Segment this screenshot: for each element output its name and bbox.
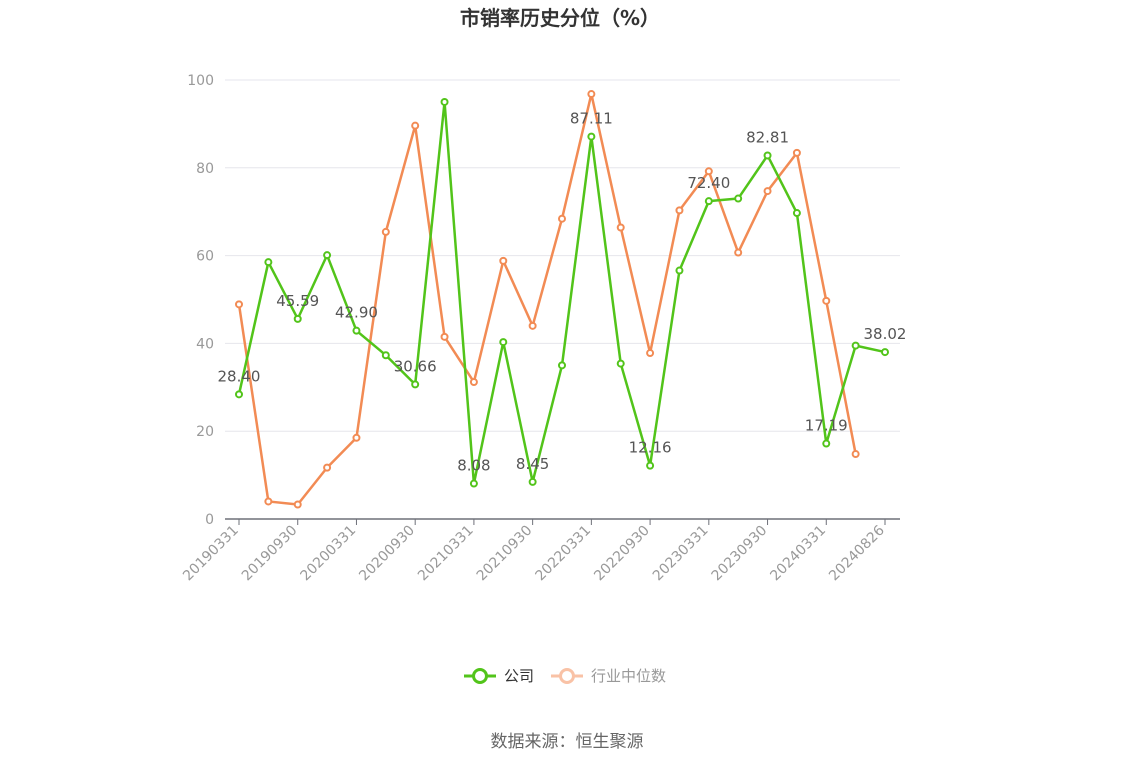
x-tick-label: 20200331 [298, 523, 360, 585]
point-company[interactable] [235, 390, 243, 399]
y-tick-label: 60 [196, 249, 214, 265]
legend: 公司 行业中位数 [464, 667, 666, 685]
point-industry[interactable] [558, 214, 566, 223]
legend-item-company[interactable]: 公司 [464, 667, 534, 685]
series-line-industry [237, 92, 857, 506]
point-industry[interactable] [646, 349, 655, 358]
point-industry[interactable] [293, 500, 302, 509]
data-label: 30.66 [394, 357, 437, 375]
point-company[interactable] [264, 258, 273, 267]
x-tick-label: 20200930 [356, 523, 418, 585]
point-company[interactable] [616, 359, 625, 368]
point-company[interactable] [822, 439, 831, 448]
data-label: 82.81 [746, 128, 789, 146]
data-label: 8.45 [516, 455, 549, 473]
x-tick-label: 20230930 [709, 523, 771, 585]
point-company[interactable] [440, 97, 449, 106]
point-industry[interactable] [411, 121, 420, 130]
point-company[interactable] [558, 361, 566, 370]
data-label: 42.90 [335, 304, 378, 322]
legend-company-marker [472, 668, 488, 684]
y-tick-label: 100 [187, 73, 214, 89]
x-axis: 2019033120190930202003312020093020210331… [180, 518, 900, 585]
data-label: 12.16 [629, 439, 672, 457]
point-company[interactable] [323, 251, 332, 260]
legend-company-label: 公司 [504, 667, 534, 685]
x-tick-label: 20240826 [826, 522, 888, 584]
x-tick-label: 20220930 [591, 523, 653, 585]
point-industry[interactable] [440, 332, 449, 341]
data-labels: 28.40 45.59 42.90 30.66 8.08 8.45 87.11 12.16 72… [218, 110, 907, 475]
point-industry[interactable] [323, 463, 332, 472]
x-tick-label: 20230331 [650, 523, 712, 585]
data-label: 17.19 [805, 417, 848, 435]
point-industry[interactable] [235, 300, 243, 309]
point-industry[interactable] [792, 148, 801, 157]
chart-title: 市销率历史分位（%） [460, 6, 660, 30]
point-company[interactable] [293, 314, 302, 323]
data-label: 87.11 [570, 110, 613, 128]
point-industry[interactable] [822, 296, 831, 305]
point-industry[interactable] [381, 227, 390, 236]
point-company[interactable] [499, 338, 508, 347]
data-label: 38.02 [864, 325, 907, 343]
point-industry[interactable] [469, 378, 478, 387]
x-tick-label: 20220331 [532, 523, 594, 585]
point-industry[interactable] [587, 90, 596, 99]
point-industry[interactable] [704, 167, 713, 176]
point-industry[interactable] [675, 206, 684, 215]
point-industry[interactable] [616, 223, 625, 232]
point-company[interactable] [881, 348, 889, 357]
series-line-company [237, 100, 886, 485]
data-label: 8.08 [457, 457, 490, 475]
x-tick-label: 20210331 [415, 523, 477, 585]
series-company [235, 97, 889, 488]
point-company[interactable] [734, 194, 743, 203]
point-company[interactable] [851, 341, 860, 350]
point-industry[interactable] [763, 187, 772, 196]
point-company[interactable] [469, 479, 478, 488]
legend-industry-label: 行业中位数 [591, 667, 666, 685]
data-source: 数据来源：恒生聚源 [491, 732, 644, 752]
y-tick-label: 40 [196, 336, 214, 352]
x-tick-label: 20190331 [180, 523, 242, 585]
point-company[interactable] [528, 477, 537, 486]
x-tick-label: 20210930 [474, 523, 536, 585]
point-company[interactable] [792, 209, 801, 218]
grid [225, 79, 900, 432]
point-industry[interactable] [499, 256, 508, 265]
legend-industry-marker [559, 668, 575, 684]
series-layer [235, 90, 889, 509]
point-industry[interactable] [264, 497, 273, 506]
point-company[interactable] [587, 132, 596, 141]
x-tick-label: 20190930 [239, 523, 301, 585]
x-tick-label: 20240331 [767, 523, 829, 585]
point-company[interactable] [352, 326, 361, 335]
point-industry[interactable] [734, 248, 743, 257]
point-company[interactable] [704, 197, 713, 206]
series-industry [235, 90, 860, 509]
point-company[interactable] [675, 266, 684, 275]
point-company[interactable] [411, 380, 420, 389]
y-tick-label: 80 [196, 161, 214, 177]
data-label: 72.40 [687, 174, 730, 192]
point-company[interactable] [381, 351, 390, 360]
data-label: 28.40 [218, 367, 261, 385]
point-company[interactable] [763, 151, 772, 160]
data-label: 45.59 [276, 292, 319, 310]
y-axis: 0 20 40 60 80 100 [187, 73, 214, 528]
y-tick-label: 0 [205, 512, 214, 528]
point-industry[interactable] [851, 450, 860, 459]
point-company[interactable] [646, 461, 655, 470]
point-industry[interactable] [352, 433, 361, 442]
point-industry[interactable] [528, 321, 537, 330]
y-tick-label: 20 [196, 424, 214, 440]
legend-item-industry[interactable]: 行业中位数 [551, 667, 666, 685]
